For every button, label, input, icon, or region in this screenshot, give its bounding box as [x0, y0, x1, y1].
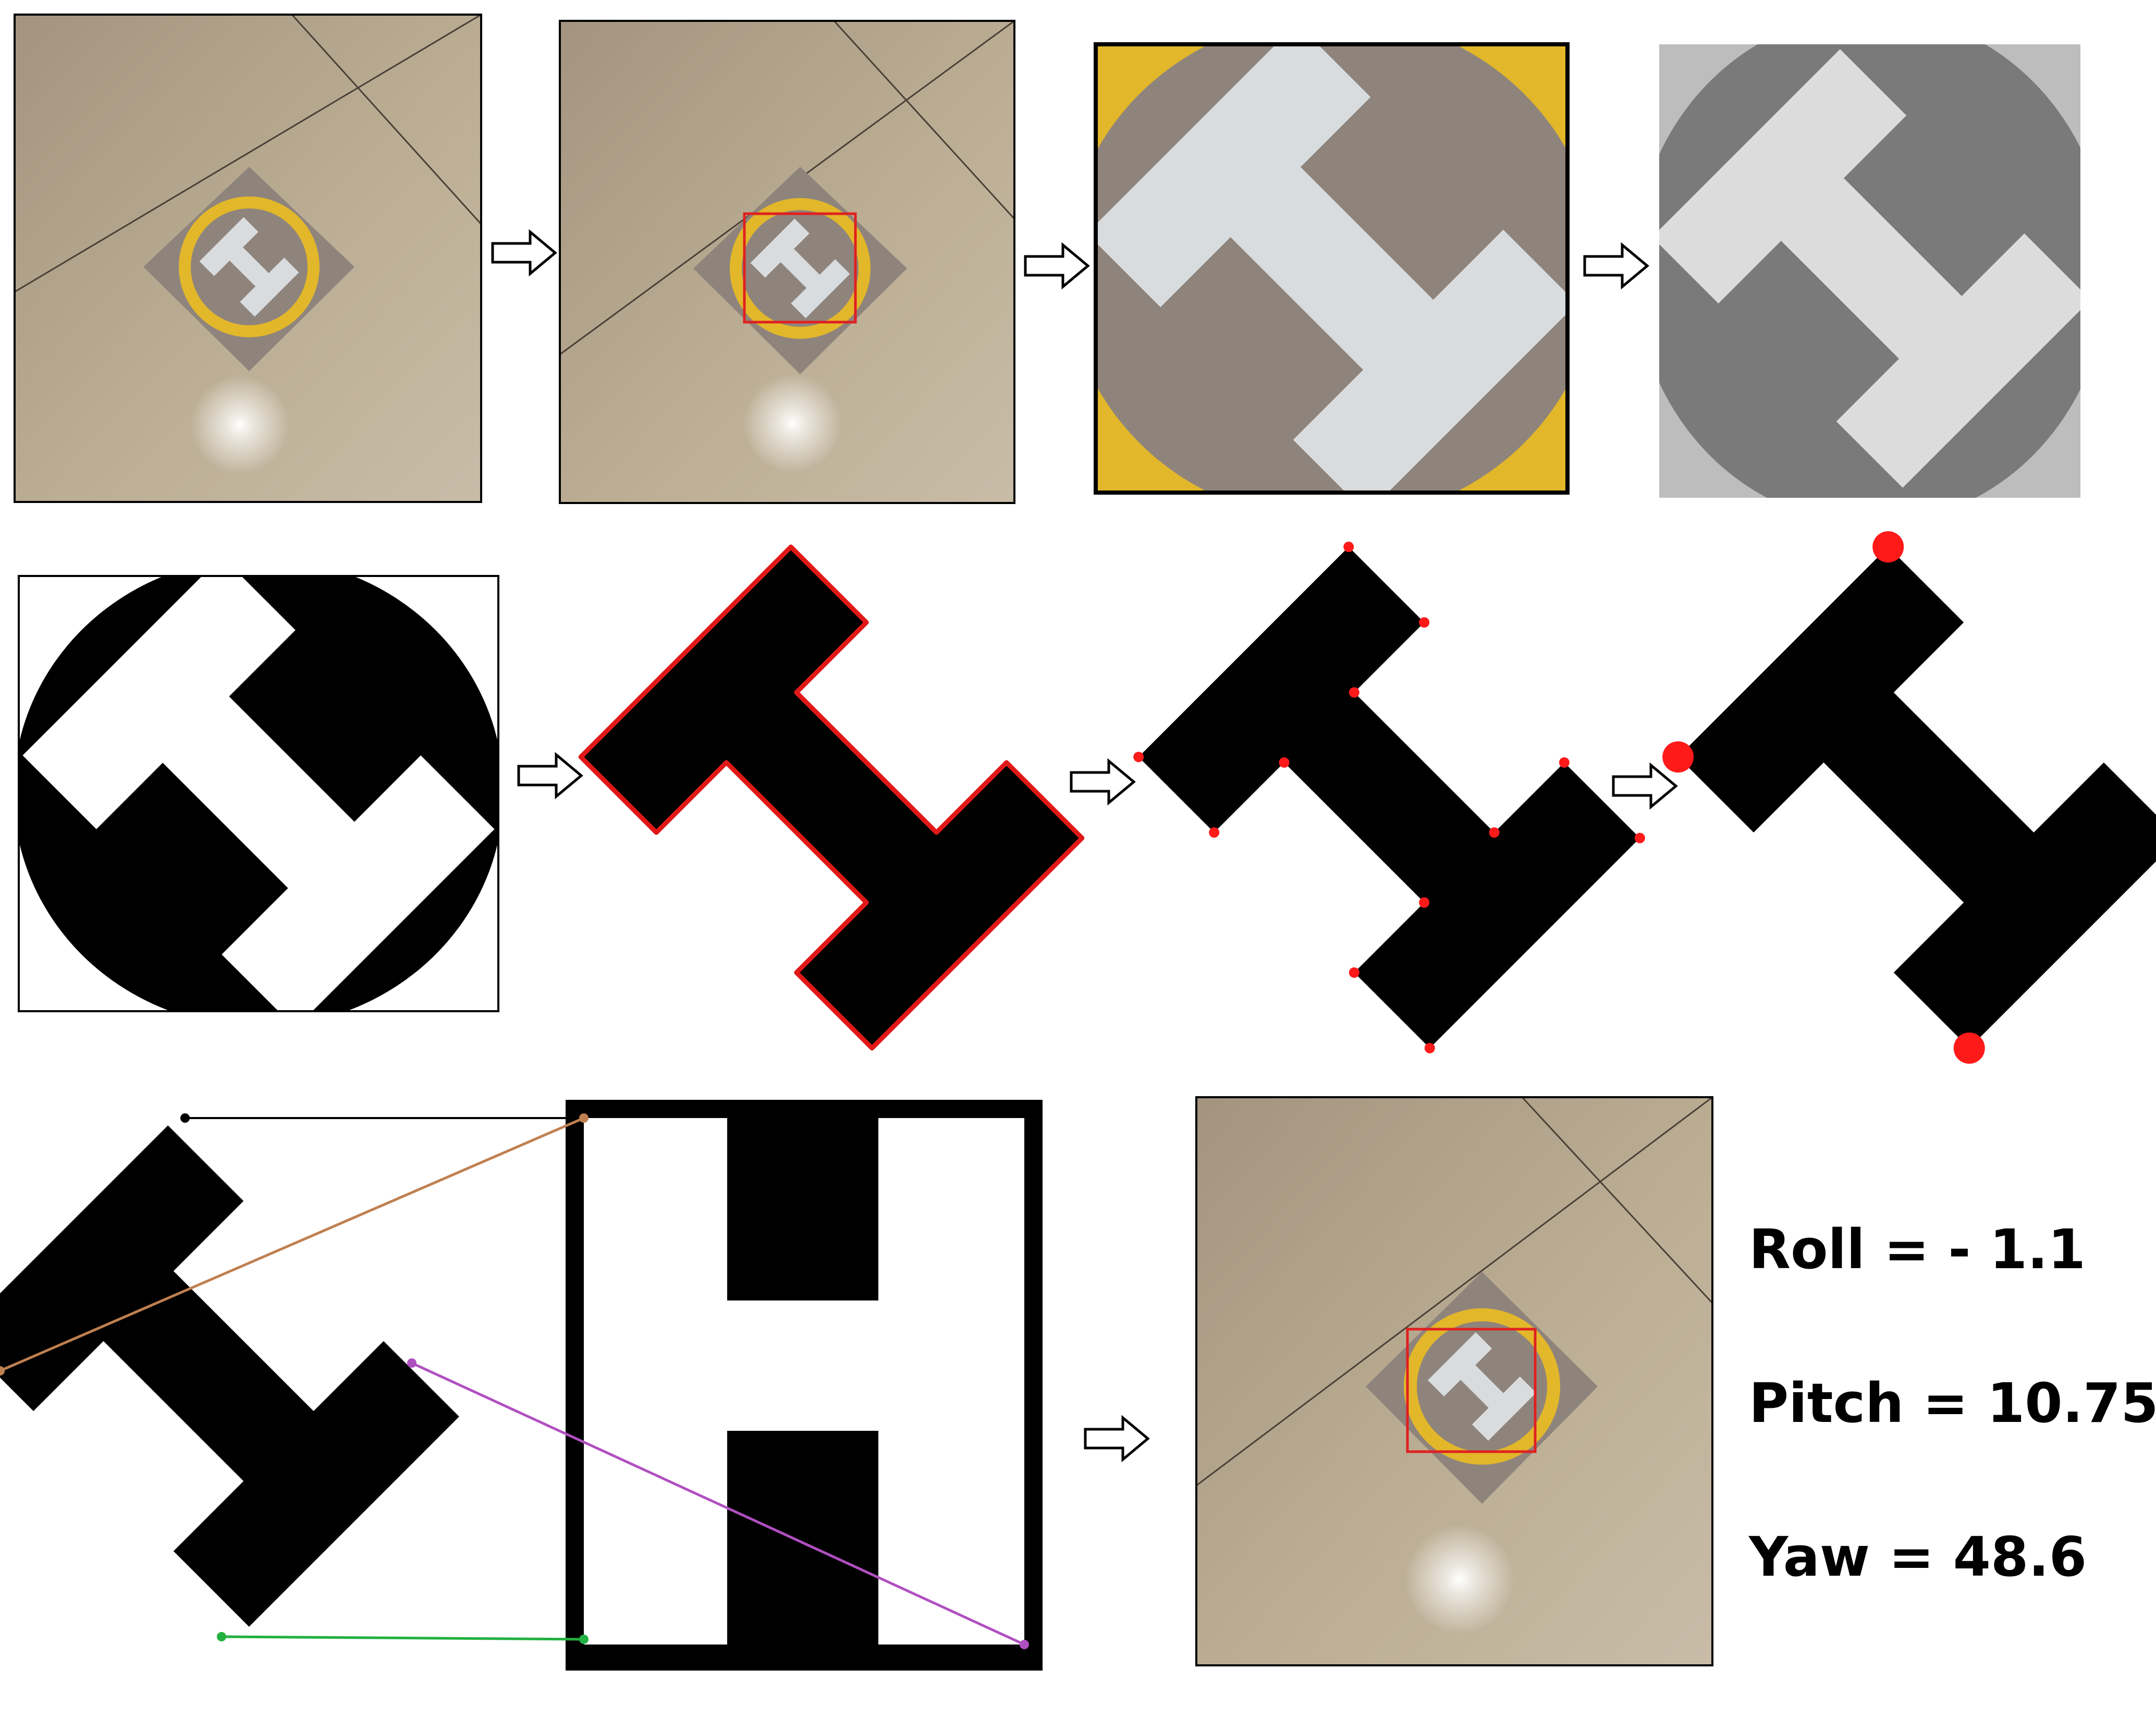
match-line-brown — [0, 1116, 584, 1372]
extreme-corner-point — [1872, 531, 1904, 563]
corner-point — [1349, 967, 1359, 978]
right-arrow-icon — [519, 755, 581, 796]
right-arrow-icon — [1025, 245, 1088, 287]
yaw-value: Yaw = 48.6 — [1749, 1525, 2087, 1589]
corner-point — [1209, 827, 1220, 838]
roll-value: Roll = - 1.1 — [1749, 1218, 2086, 1281]
input-photo-panel — [14, 14, 482, 503]
extreme-corner-point — [1662, 741, 1694, 773]
binary-panel — [18, 575, 499, 1012]
corner-point — [1349, 687, 1359, 698]
corner-point — [1279, 757, 1290, 768]
corner-points-panel — [1133, 542, 1645, 1053]
match-line-purple — [411, 1361, 1025, 1646]
corner-point — [1559, 757, 1570, 768]
corner-point — [1634, 832, 1645, 843]
right-arrow-icon — [1613, 765, 1676, 807]
right-arrow-icon — [493, 232, 555, 274]
contour-panel — [578, 544, 1085, 1051]
corner-point — [1419, 617, 1430, 628]
extreme-corners-panel — [1662, 531, 2156, 1064]
cropped-roi-panel — [1094, 42, 1570, 495]
detected-roi-panel — [559, 20, 1015, 504]
right-arrow-icon — [1585, 245, 1647, 287]
pitch-value: Pitch = 10.75 — [1749, 1371, 2156, 1435]
homography-match-panel — [0, 1100, 1043, 1671]
extreme-corner-point — [1953, 1032, 1985, 1064]
right-arrow-icon — [1071, 761, 1134, 803]
match-line-green — [221, 1635, 584, 1641]
corner-point — [1133, 752, 1144, 763]
corner-point — [1489, 827, 1500, 838]
corner-point — [1343, 542, 1354, 553]
grayscale-panel — [1659, 44, 2080, 498]
right-arrow-icon — [1085, 1418, 1148, 1459]
corner-point — [1424, 1042, 1435, 1053]
corner-point — [1419, 897, 1430, 908]
final-result-panel — [1195, 1096, 1713, 1666]
